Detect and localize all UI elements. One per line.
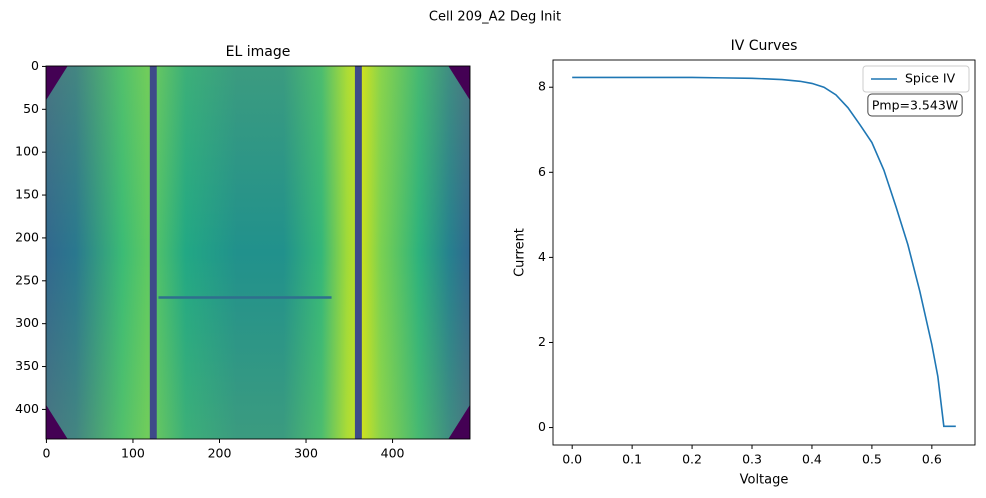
x-tick-label: 0 [42, 446, 50, 461]
x-tick-label: 100 [121, 446, 145, 461]
x-tick-label: 200 [208, 446, 232, 461]
y-tick-label: 50 [23, 101, 39, 116]
axes-frame [552, 59, 976, 446]
x-tick-label: 0.2 [682, 452, 702, 467]
figure-title: Cell 209_A2 Deg Init [429, 10, 561, 25]
y-tick-label: 150 [15, 187, 39, 202]
y-tick-label: 0 [538, 419, 546, 434]
y-tick-label: 250 [15, 272, 39, 287]
axes-title: IV Curves [731, 38, 798, 54]
el-image [46, 66, 470, 439]
y-tick-label: 300 [15, 315, 39, 330]
iv-curve [572, 76, 956, 428]
y-tick-label: 6 [538, 164, 546, 179]
annotation-box [867, 93, 963, 117]
y-axis-label: Current [513, 228, 528, 277]
x-tick-label: 0.6 [922, 452, 942, 467]
y-tick-label: 0 [31, 58, 39, 73]
x-tick-label: 0.1 [622, 452, 642, 467]
legend-label: Spice IV [905, 71, 956, 86]
legend-box [862, 65, 970, 93]
y-tick-label: 2 [538, 334, 546, 349]
y-tick-label: 4 [538, 249, 546, 264]
x-axis-label: Voltage [740, 473, 789, 488]
axes-frame [45, 65, 471, 440]
y-tick-label: 350 [15, 358, 39, 373]
y-tick-label: 8 [538, 79, 546, 94]
y-tick-label: 200 [15, 229, 39, 244]
x-tick-label: 300 [294, 446, 318, 461]
x-tick-label: 0.5 [862, 452, 882, 467]
x-tick-label: 0.4 [802, 452, 822, 467]
x-tick-label: 400 [381, 446, 405, 461]
annotation: Pmp=3.543W [872, 98, 958, 113]
x-tick-label: 0.0 [562, 452, 582, 467]
y-tick-label: 400 [15, 401, 39, 416]
axes-title: EL image [226, 44, 291, 60]
y-tick-label: 100 [15, 144, 39, 159]
x-tick-label: 0.3 [742, 452, 762, 467]
